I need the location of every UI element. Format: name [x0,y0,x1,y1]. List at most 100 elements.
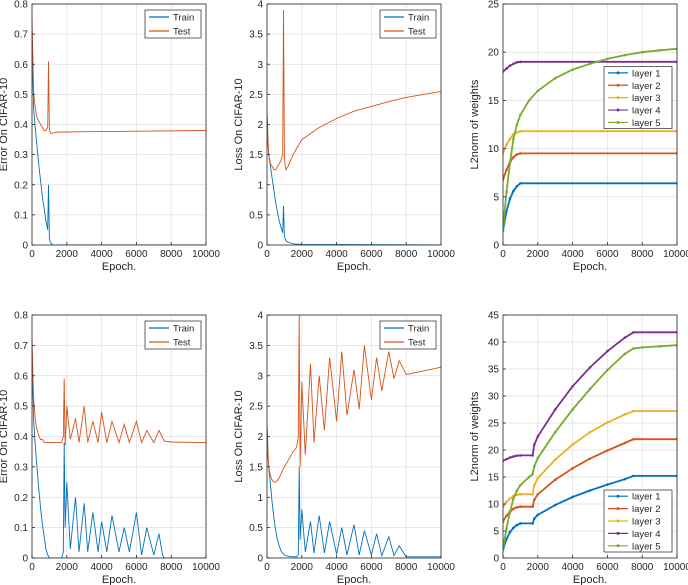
y-tick-label: 10 [488,144,500,155]
series-point [632,347,635,350]
y-tick-label: 0.8 [14,0,28,11]
series-point [519,60,522,64]
series-point [508,161,512,165]
y-tick-label: 2.5 [249,90,263,101]
legend-label-1: Train [408,324,429,335]
series-point [505,143,508,147]
series-point [571,495,574,499]
series-point [632,409,635,413]
legend: Train Test [379,9,437,39]
legend: Train Test [144,9,202,39]
chart-panel-5: 0 2000 4000 6000 8000 10000 0 0.5 1 1.5 2 2.5 3 3.5 4 E… [233,311,455,585]
series-point [536,513,540,517]
x-tick-label: 2000 [56,562,79,573]
series-line-1 [32,34,206,245]
series-point [606,449,609,452]
series-point [640,346,644,349]
legend-label-4: layer 4 [632,106,661,117]
series-point [658,345,661,348]
legend-marker [616,120,620,124]
x-tick-label: 8000 [395,562,418,573]
series-point [623,53,627,57]
series-point [505,190,508,194]
series-point [512,155,515,159]
series-point [531,522,534,525]
series-point [571,443,574,446]
series-point [536,89,540,93]
series-point [505,168,508,172]
series-point [505,500,508,504]
series-point [571,384,574,388]
chart-panel-4: 0 2000 4000 6000 8000 10000 0 0.1 0.2 0.3 0.4 0.5 0.… [0,311,220,585]
y-tick-label: 0.6 [14,60,28,71]
legend-box [144,320,202,350]
series-point [505,514,508,518]
y-axis-label: Error On CIFAR-10 [0,78,10,172]
x-tick-label: 2000 [527,562,550,573]
legend-label-4: layer 4 [632,529,661,540]
series-point [623,477,627,481]
x-tick-label: 6000 [125,562,148,573]
y-tick-label: 40 [488,338,500,349]
y-axis-label: L2norm of weights [469,391,481,481]
series-point [536,435,540,438]
x-tick-label: 10000 [663,562,688,573]
series-point [531,505,534,509]
y-tick-label: 35 [488,365,500,376]
series-line-1 [267,112,441,245]
series-point [505,457,508,461]
x-tick-label: 4000 [90,249,113,260]
y-tick-label: 0.3 [14,150,28,161]
y-tick-label: 2.5 [249,402,263,413]
series-point [515,130,519,134]
y-tick-label: 0.3 [14,462,28,473]
x-tick-label: 6000 [125,249,148,260]
series-point [553,408,557,411]
y-tick-label: 0.5 [14,90,28,101]
series-line-3 [503,410,677,508]
axes-box [502,314,678,559]
series-point [658,48,661,52]
series-point [588,387,592,391]
y-tick-label: 0.8 [14,311,28,322]
y-tick-label: 3 [257,60,263,71]
series-point [527,475,531,479]
series-point [553,76,557,80]
y-tick-label: 0.2 [14,180,28,191]
series-point [519,492,522,496]
series-line-2 [267,9,441,171]
y-tick-label: 0 [493,554,499,565]
y-tick-label: 0.7 [14,30,28,41]
legend-marker [616,96,620,100]
legend-label-5: layer 5 [632,541,661,552]
series-point [519,522,522,525]
x-tick-label: 8000 [160,249,183,260]
y-axis-label: Loss On CIFAR-10 [233,78,245,170]
y-tick-label: 15 [488,473,500,484]
legend-label-1: Train [173,13,194,24]
x-tick-label: 10000 [427,562,455,573]
series-line-1 [32,345,206,558]
y-tick-label: 1 [257,180,263,191]
series-point [512,189,515,193]
series-line-4 [503,331,677,462]
x-tick-label: 0 [264,249,270,260]
series-point [508,137,512,141]
series-line-2 [32,339,206,446]
y-tick-label: 45 [488,311,500,322]
y-tick-label: 0 [257,554,263,565]
series-point [527,99,531,102]
x-tick-label: 8000 [160,562,183,573]
legend-label-2: Test [173,338,191,349]
legend-marker [616,531,620,535]
x-tick-label: 10000 [427,249,455,260]
series-point [512,455,515,458]
legend-label-2: Test [408,338,426,349]
chart-panel-3: 0 2000 4000 6000 8000 10000 0 5 10 15 20 25 Epoch. L2… [469,0,688,273]
series-point [623,336,627,339]
series-point [505,527,508,530]
series-point [606,57,609,61]
series-line-2 [267,315,441,483]
legend-label-1: layer 1 [632,492,661,503]
